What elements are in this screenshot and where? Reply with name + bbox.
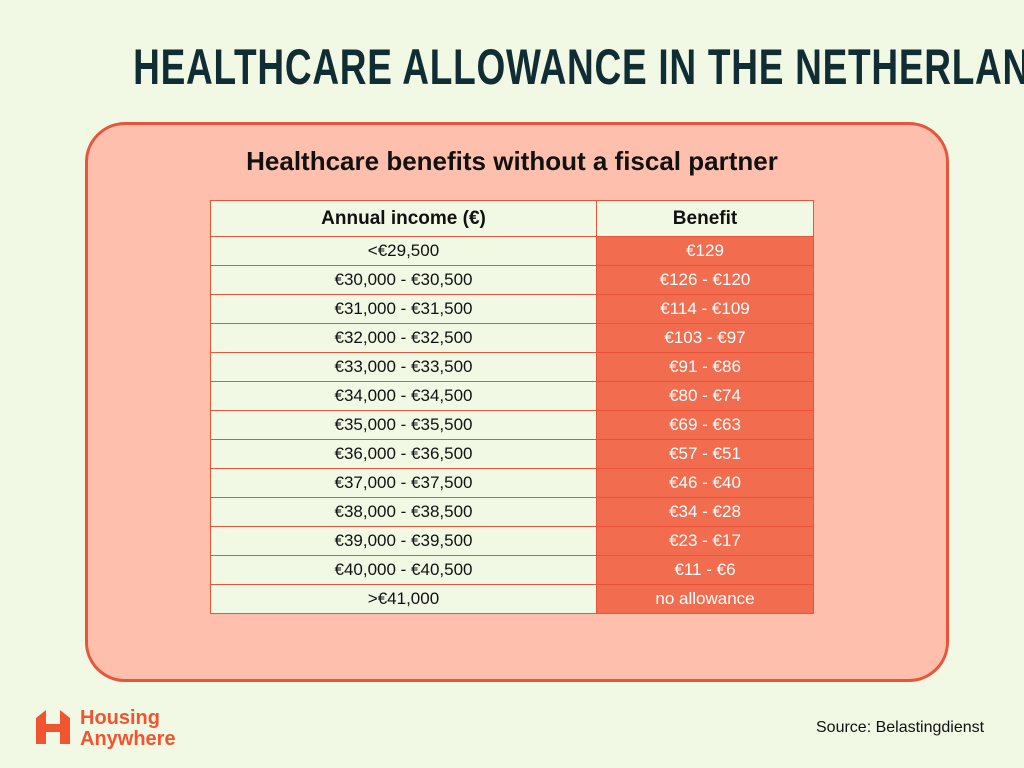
table-cell: €34,000 - €34,500 — [210, 381, 597, 411]
table-cell: €80 - €74 — [596, 381, 814, 411]
table-cell: €32,000 - €32,500 — [210, 323, 597, 353]
table-cell: €114 - €109 — [596, 294, 814, 324]
table-cell: €57 - €51 — [596, 439, 814, 469]
table-cell: €31,000 - €31,500 — [210, 294, 597, 324]
logo-line: Anywhere — [80, 728, 176, 750]
table-cell: €40,000 - €40,500 — [210, 555, 597, 585]
table-cell: €103 - €97 — [596, 323, 814, 353]
table-row: €30,000 - €30,500 €126 - €120 — [210, 265, 814, 295]
table-cell: €33,000 - €33,500 — [210, 352, 597, 382]
table-row: €33,000 - €33,500 €91 - €86 — [210, 352, 814, 382]
table-row: <€29,500 €129 — [210, 236, 814, 266]
header-cell: Benefit — [596, 200, 814, 237]
header-row: Annual income (€) Benefit — [210, 200, 814, 237]
table-cell: €46 - €40 — [596, 468, 814, 498]
table-cell: €34 - €28 — [596, 497, 814, 527]
table-row: €32,000 - €32,500 €103 - €97 — [210, 323, 814, 353]
table-row: >€41,000 no allowance — [210, 584, 814, 614]
table-cell: €126 - €120 — [596, 265, 814, 295]
table-cell: >€41,000 — [210, 584, 597, 614]
table-cell: €69 - €63 — [596, 410, 814, 440]
logo-line: Housing — [80, 707, 160, 729]
table-row: €37,000 - €37,500 €46 - €40 — [210, 468, 814, 498]
table-cell: €36,000 - €36,500 — [210, 439, 597, 469]
table-row: €35,000 - €35,500 €69 - €63 — [210, 410, 814, 440]
title: HEALTHCARE ALLOWANCE IN THE NETHERLANDS — [133, 39, 1024, 95]
table-row: €40,000 - €40,500 €11 - €6 — [210, 555, 814, 585]
table-cell: €11 - €6 — [596, 555, 814, 585]
header-cell: Annual income (€) — [210, 200, 597, 237]
logo-text: Housing Anywhere — [80, 708, 176, 750]
table-cell: <€29,500 — [210, 236, 597, 266]
table-cell: €37,000 - €37,500 — [210, 468, 597, 498]
table-row: €34,000 - €34,500 €80 - €74 — [210, 381, 814, 411]
table-cell: €38,000 - €38,500 — [210, 497, 597, 527]
table-row: €38,000 - €38,500 €34 - €28 — [210, 497, 814, 527]
table-row: €39,000 - €39,500 €23 - €17 — [210, 526, 814, 556]
subtitle: Healthcare benefits without a fiscal par… — [246, 146, 778, 176]
table-cell: €35,000 - €35,500 — [210, 410, 597, 440]
table: Annual income (€) Benefit <€29,500 €129 €30,… — [210, 200, 814, 614]
table-row: €31,000 - €31,500 €114 - €109 — [210, 294, 814, 324]
logo-icon — [36, 710, 70, 744]
table-cell: €23 - €17 — [596, 526, 814, 556]
table-cell: €91 - €86 — [596, 352, 814, 382]
table-row: €36,000 - €36,500 €57 - €51 — [210, 439, 814, 469]
table-cell: €129 — [596, 236, 814, 266]
source: Source: Belastingdienst — [816, 719, 985, 736]
table-cell: no allowance — [596, 584, 814, 614]
table-cell: €30,000 - €30,500 — [210, 265, 597, 295]
table-cell: €39,000 - €39,500 — [210, 526, 597, 556]
